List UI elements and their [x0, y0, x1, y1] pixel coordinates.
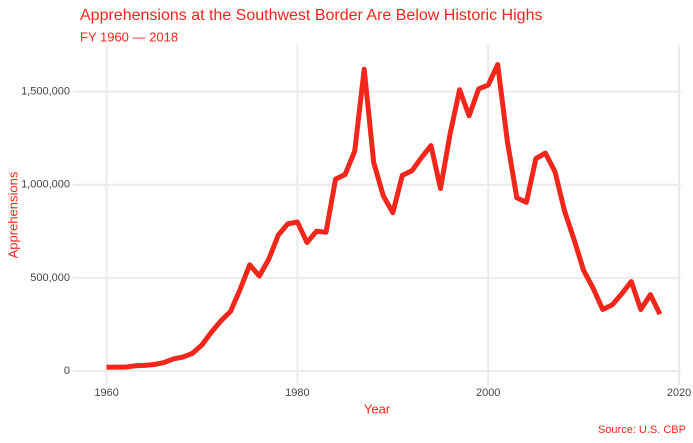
- x-tick-label: 1960: [94, 387, 118, 399]
- y-axis-label: Apprehensions: [5, 171, 20, 258]
- x-tick-label: 1980: [285, 387, 309, 399]
- chart-subtitle: FY 1960 — 2018: [80, 29, 178, 44]
- chart-title: Apprehensions at the Southwest Border Ar…: [80, 7, 542, 24]
- x-tick-label: 2000: [476, 387, 500, 399]
- data-line: [106, 62, 663, 370]
- y-tick-label: 1,000,000: [21, 179, 70, 191]
- x-tick-label: 2020: [667, 387, 691, 399]
- source: Source: U.S. CBP: [598, 424, 686, 436]
- y-tick-label: 0: [64, 365, 70, 377]
- y-tick-label: 500,000: [30, 272, 70, 284]
- y-tick-label: 1,500,000: [21, 85, 70, 97]
- x-axis-label: Year: [364, 401, 391, 416]
